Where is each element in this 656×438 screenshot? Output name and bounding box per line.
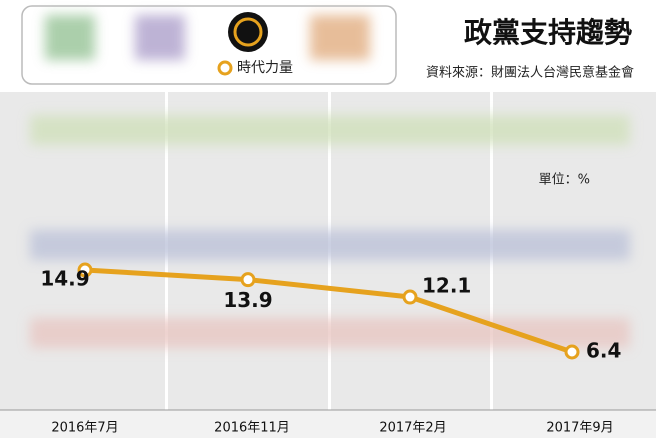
x-tick-label: 2016年7月 xyxy=(51,421,118,436)
obscured-legend xyxy=(135,15,185,60)
legend-label: 時代力量 xyxy=(237,60,293,76)
obscured-band xyxy=(30,318,630,348)
x-axis-band xyxy=(0,410,656,438)
point xyxy=(77,262,93,278)
data-label: 12.1 xyxy=(422,274,471,298)
legend-marker xyxy=(217,60,233,76)
x-tick-label: 2016年11月 xyxy=(214,421,290,436)
source: 資料來源：財團法人台灣民意基金會 xyxy=(426,65,634,81)
obscured-band xyxy=(30,115,630,145)
data-label: 14.9 xyxy=(40,267,89,291)
chart-title: 政黨支持趨勢 xyxy=(464,16,632,49)
unit-label: 單位：% xyxy=(539,173,590,188)
series-line xyxy=(84,267,573,355)
point xyxy=(564,344,580,360)
x-tick-label: 2017年9月 xyxy=(546,421,613,436)
obscured-legend xyxy=(45,15,95,60)
point xyxy=(402,289,418,305)
point xyxy=(240,272,256,288)
obscured-content xyxy=(30,15,630,348)
x-tick-label: 2017年2月 xyxy=(379,421,446,436)
legend-box xyxy=(21,5,397,85)
party-logo-ring xyxy=(233,17,263,47)
obscured-legend xyxy=(310,15,370,60)
obscured-band xyxy=(30,230,630,260)
data-label: 6.4 xyxy=(586,339,621,363)
data-label: 13.9 xyxy=(223,288,272,312)
